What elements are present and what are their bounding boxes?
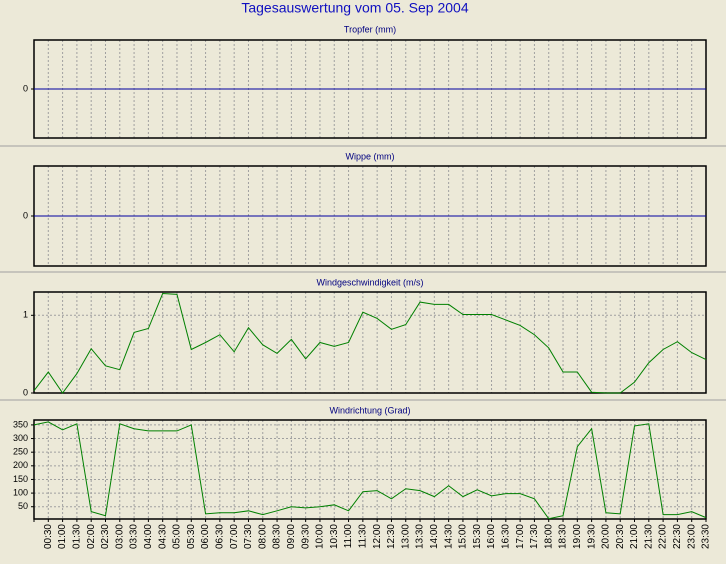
plot-area <box>34 420 706 519</box>
x-tick-label: 05:00 <box>172 524 183 549</box>
x-tick-label: 17:00 <box>515 524 526 549</box>
x-tick-label: 13:00 <box>400 524 411 549</box>
plot-frame <box>33 291 707 394</box>
data-line <box>33 421 707 520</box>
y-tick-label: 0 <box>23 387 28 397</box>
x-tick-label: 08:30 <box>272 524 283 549</box>
panel-title: Wippe (mm) <box>346 151 395 161</box>
y-tick-label: 50 <box>18 501 28 511</box>
x-tick-label: 07:00 <box>229 524 240 549</box>
x-tick-label: 04:30 <box>157 524 168 549</box>
x-tick-label: 20:30 <box>615 524 626 549</box>
x-tick-label: 12:30 <box>386 524 397 549</box>
x-tick-label: 12:00 <box>372 524 383 549</box>
x-tick-label: 23:00 <box>686 524 697 549</box>
x-tick-label: 02:00 <box>86 524 97 549</box>
y-tick-label: 0 <box>23 210 28 220</box>
x-tick-label: 16:30 <box>500 524 511 549</box>
x-tick-label: 01:30 <box>72 524 83 549</box>
x-tick-label: 07:30 <box>243 524 254 549</box>
x-tick-label: 10:30 <box>329 524 340 549</box>
plot-area <box>34 292 706 393</box>
page-title: Tagesauswertung vom 05. Sep 2004 <box>241 0 468 16</box>
y-tick-label: 300 <box>13 433 28 443</box>
x-tick-label: 18:00 <box>543 524 554 549</box>
x-tick-label: 05:30 <box>186 524 197 549</box>
y-tick-label: 100 <box>13 487 28 497</box>
x-tick-label: 04:00 <box>143 524 154 549</box>
x-tick-label: 22:00 <box>658 524 669 549</box>
data-line <box>33 293 707 394</box>
x-tick-label: 15:00 <box>458 524 469 549</box>
x-tick-label: 16:00 <box>486 524 497 549</box>
x-tick-label: 06:00 <box>200 524 211 549</box>
x-tick-label: 20:00 <box>601 524 612 549</box>
y-tick-label: 350 <box>13 419 28 429</box>
x-tick-label: 09:30 <box>300 524 311 549</box>
x-tick-label: 09:00 <box>286 524 297 549</box>
x-tick-label: 17:30 <box>529 524 540 549</box>
x-tick-label: 06:30 <box>215 524 226 549</box>
y-tick-label: 1 <box>23 310 28 320</box>
x-tick-label: 23:30 <box>701 524 712 549</box>
x-tick-label: 03:00 <box>114 524 125 549</box>
x-tick-label: 21:30 <box>643 524 654 549</box>
x-tick-label: 19:00 <box>572 524 583 549</box>
x-tick-label: 15:30 <box>472 524 483 549</box>
x-tick-label: 14:30 <box>443 524 454 549</box>
plot-frame <box>33 419 707 520</box>
x-tick-label: 22:30 <box>672 524 683 549</box>
y-tick-label: 250 <box>13 447 28 457</box>
y-tick-label: 0 <box>23 83 28 93</box>
x-tick-label: 02:30 <box>100 524 111 549</box>
panel-title: Windgeschwindigkeit (m/s) <box>316 277 423 287</box>
x-tick-label: 00:30 <box>43 524 54 549</box>
x-tick-label: 11:30 <box>357 524 368 549</box>
x-tick-label: 13:30 <box>415 524 426 549</box>
panel-title: Tropfer (mm) <box>344 24 396 34</box>
x-tick-label: 01:00 <box>57 524 68 549</box>
x-tick-label: 03:30 <box>129 524 140 549</box>
y-tick-label: 150 <box>13 474 28 484</box>
panel-title: Windrichtung (Grad) <box>329 405 410 415</box>
y-tick-label: 200 <box>13 460 28 470</box>
x-tick-label: 18:30 <box>558 524 569 549</box>
x-tick-label: 14:00 <box>429 524 440 549</box>
x-tick-label: 19:30 <box>586 524 597 549</box>
x-tick-label: 21:00 <box>629 524 640 549</box>
x-tick-label: 10:00 <box>315 524 326 549</box>
x-tick-label: 08:00 <box>257 524 268 549</box>
x-tick-label: 11:00 <box>343 524 354 549</box>
